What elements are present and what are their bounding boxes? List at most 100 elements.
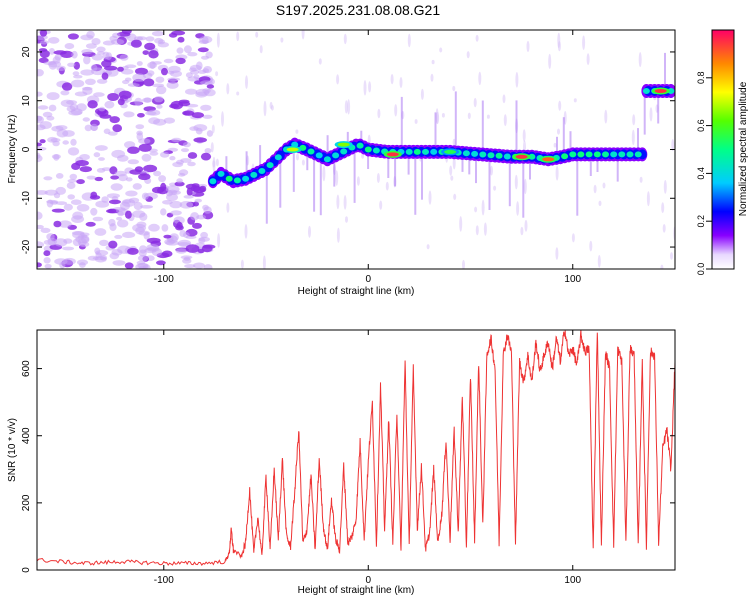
ridge-core: [266, 162, 274, 169]
noise-blob: [37, 69, 44, 77]
noise-blob: [165, 185, 180, 193]
ridge-core: [634, 151, 642, 158]
speckle: [502, 94, 506, 104]
noise-blob: [54, 258, 68, 265]
speckle: [280, 37, 284, 43]
noise-blob: [48, 104, 57, 112]
noise-blob: [101, 60, 112, 68]
noise-blob: [95, 145, 108, 151]
speckle: [420, 88, 424, 100]
snr-x-axis-label: Height of straight line (km): [298, 585, 415, 596]
noise-blob: [194, 198, 202, 203]
speckle: [336, 74, 340, 85]
speckle: [490, 165, 493, 176]
noise-blob: [171, 137, 182, 143]
speckle: [215, 158, 219, 167]
spectrogram-x-tick-label: 0: [365, 274, 371, 285]
snr-y-tick-label: 400: [21, 427, 32, 444]
speckle: [555, 247, 559, 260]
speckle: [486, 114, 490, 119]
ridge-core: [274, 154, 282, 161]
speckle: [452, 85, 456, 92]
noise-blob: [149, 151, 159, 156]
noise-blob: [153, 170, 162, 177]
snr-x-tick-label: -100: [154, 575, 174, 586]
ridge-core: [315, 152, 323, 159]
noise-blob: [50, 138, 61, 143]
noise-blob: [83, 55, 91, 65]
speckle: [301, 30, 305, 40]
noise-blob: [67, 147, 80, 156]
noise-blob: [86, 175, 97, 180]
noise-blob: [76, 103, 87, 112]
noise-blob: [54, 238, 68, 247]
noise-blob: [127, 83, 140, 87]
noise-blob: [90, 207, 98, 216]
noise-blob: [200, 231, 209, 239]
noise-blob: [93, 152, 101, 158]
speckle: [449, 165, 453, 176]
ridge-peak: [654, 89, 667, 93]
speckle: [376, 173, 380, 183]
ridge-core: [479, 151, 487, 158]
snr-y-tick-label: 600: [21, 360, 32, 377]
noise-blob: [117, 66, 124, 72]
speckle: [515, 72, 519, 88]
speckle: [483, 222, 487, 236]
noise-blob: [96, 168, 106, 173]
spectrogram-y-tick-label: 10: [21, 95, 32, 107]
noise-blob: [133, 201, 143, 211]
noise-blob: [64, 43, 75, 50]
noise-blob: [53, 50, 67, 55]
noise-blob: [81, 49, 93, 55]
noise-blob: [163, 117, 175, 124]
noise-blob: [70, 138, 77, 146]
spectrogram-y-tick-label: 20: [21, 46, 32, 58]
noise-blob: [132, 210, 146, 218]
noise-blob: [95, 250, 109, 256]
noise-blob: [114, 234, 123, 239]
colorbar-gradient: [711, 29, 735, 270]
speckle: [295, 129, 299, 134]
noise-blob: [134, 97, 143, 107]
speckle: [660, 264, 664, 269]
noise-blob: [60, 90, 70, 96]
noise-blob: [56, 129, 69, 138]
speckle: [646, 191, 650, 207]
ridge-peak: [386, 152, 399, 157]
speckle: [450, 175, 454, 181]
noise-blob: [101, 72, 109, 80]
noise-blob: [110, 175, 119, 180]
colorbar-tick-label: 0.0: [696, 263, 706, 276]
noise-blob: [112, 260, 126, 266]
ridge-core: [585, 151, 593, 158]
speckle: [514, 174, 518, 190]
ridge-core: [422, 148, 429, 155]
speckle: [399, 77, 403, 88]
noise-blob: [168, 32, 178, 38]
speckle: [255, 31, 259, 38]
noise-blob: [43, 176, 53, 181]
noise-blob: [185, 244, 200, 253]
noise-blob: [60, 99, 74, 108]
noise-blob: [93, 92, 105, 97]
noise-blob: [87, 100, 98, 109]
noise-blob: [143, 164, 158, 173]
noise-blob: [157, 42, 169, 48]
noise-blob: [90, 64, 98, 72]
speckle: [515, 118, 519, 134]
noise-blob: [123, 111, 135, 118]
noise-blob: [138, 138, 151, 144]
ridge-core: [258, 168, 266, 174]
speckle: [210, 142, 214, 153]
speckle: [426, 244, 430, 250]
noise-blob: [125, 190, 138, 197]
noise-blob: [181, 148, 189, 153]
noise-blob: [156, 260, 166, 266]
ridge-core: [626, 151, 634, 158]
noise-blob: [62, 140, 69, 145]
speckle: [377, 108, 381, 119]
figure-title: S197.2025.231.08.08.G21: [276, 2, 440, 18]
noise-blob: [37, 105, 49, 110]
